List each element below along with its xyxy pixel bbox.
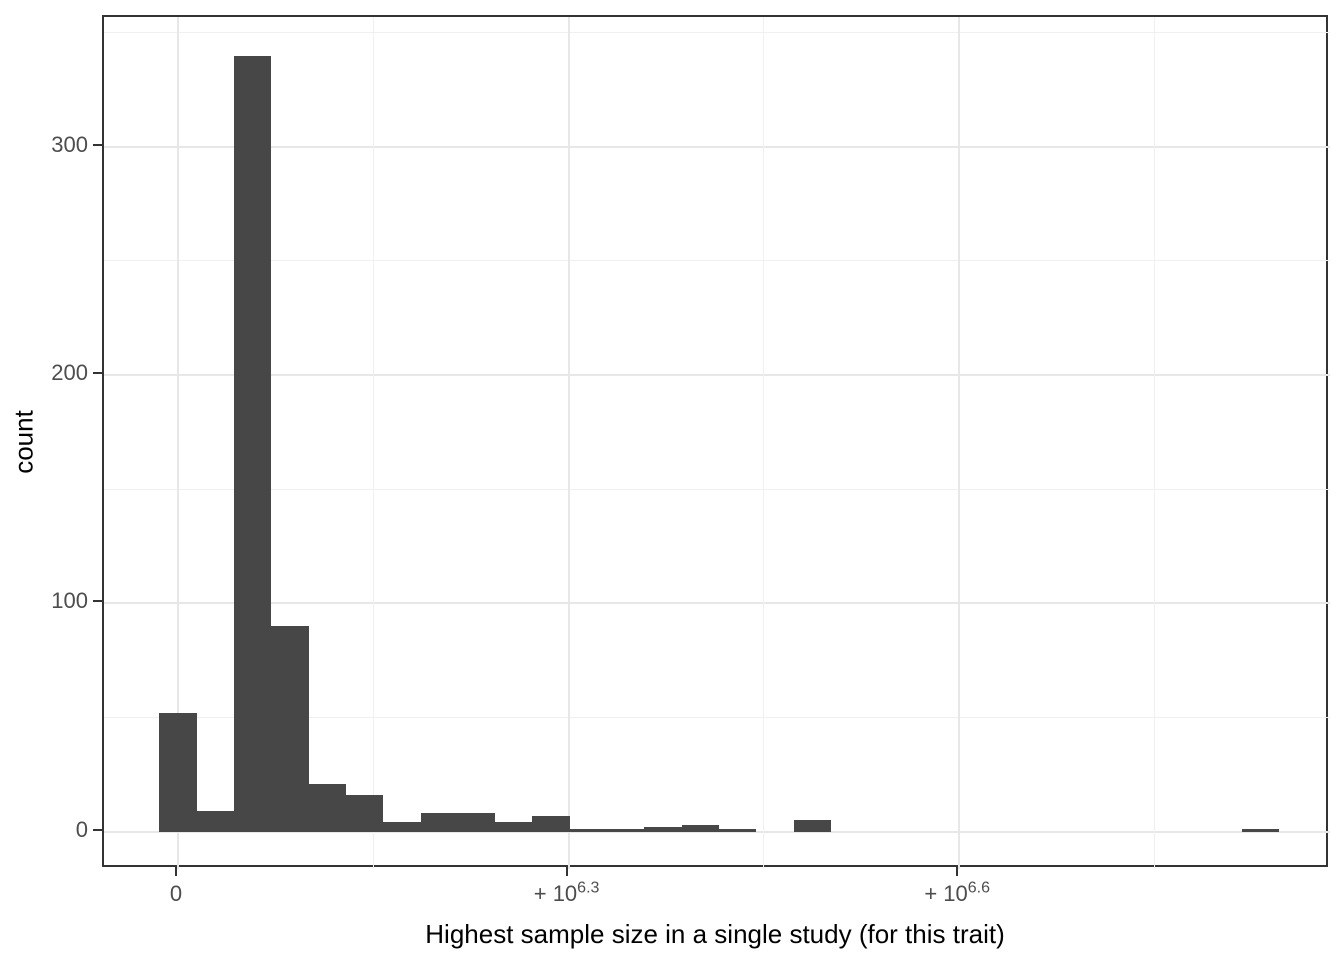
histogram-bar — [196, 811, 234, 832]
histogram-bar — [532, 815, 570, 832]
histogram-bar — [793, 820, 832, 832]
x-major-gridline — [958, 17, 961, 869]
x-major-gridline — [567, 17, 570, 869]
histogram-bar — [719, 829, 757, 832]
y-minor-gridline — [104, 488, 1330, 490]
histogram-bar — [457, 813, 496, 832]
y-minor-gridline — [104, 716, 1330, 718]
plot-panel — [102, 15, 1330, 869]
y-tick-mark — [93, 600, 102, 603]
x-tick-mark — [565, 867, 568, 876]
y-tick-label: 300 — [51, 131, 88, 157]
histogram-bar — [383, 822, 421, 832]
y-minor-gridline — [104, 32, 1330, 34]
x-tick-label: + 106.6 — [857, 879, 1057, 906]
x-minor-gridline — [763, 17, 765, 869]
histogram-bar — [233, 55, 272, 832]
histogram-bar — [1241, 829, 1279, 832]
y-axis-title: count — [8, 409, 39, 474]
x-tick-mark — [174, 867, 177, 876]
x-minor-gridline — [372, 17, 374, 869]
x-axis-title: Highest sample size in a single study (f… — [425, 919, 1005, 949]
histogram-bar — [345, 795, 384, 832]
histogram-bar — [644, 827, 682, 832]
histogram-bar — [271, 626, 309, 832]
y-major-gridline — [104, 830, 1330, 833]
y-minor-gridline — [104, 260, 1330, 262]
x-tick-mark — [956, 867, 959, 876]
y-major-gridline — [104, 602, 1330, 605]
x-tick-label: + 106.3 — [467, 879, 667, 906]
histogram-bar — [569, 829, 608, 832]
y-tick-label: 100 — [51, 588, 88, 614]
y-tick-label: 0 — [75, 816, 88, 842]
x-major-gridline — [176, 17, 179, 869]
histogram-bar — [159, 712, 197, 832]
y-major-gridline — [104, 145, 1330, 148]
x-tick-label-exponent: 6.6 — [967, 879, 991, 897]
x-tick-label-exponent: 6.3 — [577, 879, 600, 897]
y-tick-label: 200 — [51, 360, 88, 386]
x-tick-label: 0 — [76, 883, 276, 905]
y-tick-mark — [93, 143, 102, 146]
y-tick-mark — [93, 372, 102, 375]
histogram-bar — [495, 822, 533, 832]
y-major-gridline — [104, 374, 1330, 377]
histogram-bar — [681, 824, 720, 832]
x-tick-label-text: 0 — [169, 881, 183, 906]
histogram-bar — [607, 829, 645, 832]
x-minor-gridline — [1154, 17, 1155, 869]
x-tick-label-text: + 10 — [533, 881, 578, 906]
x-tick-label-text: + 10 — [924, 881, 968, 906]
histogram-bar — [308, 783, 346, 832]
histogram-bar — [420, 813, 458, 832]
y-tick-mark — [93, 828, 102, 831]
